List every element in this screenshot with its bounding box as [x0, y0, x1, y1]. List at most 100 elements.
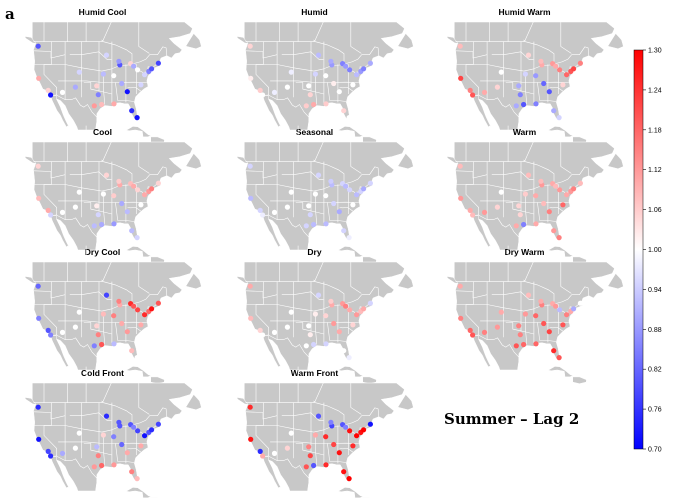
city-point — [361, 306, 367, 312]
colorbar-tick-label: 0.82 — [648, 367, 662, 374]
city-point — [323, 221, 329, 227]
city-point — [533, 73, 539, 79]
city-point — [99, 341, 105, 348]
city-point — [36, 436, 42, 442]
city-point — [361, 66, 367, 72]
city-point — [341, 469, 347, 475]
city-point — [525, 292, 532, 298]
city-point — [138, 202, 144, 208]
city-point — [260, 453, 266, 459]
city-point — [149, 66, 155, 72]
colorbar-tick-label: 1.18 — [648, 127, 662, 134]
panel-title: Dry Warm — [505, 247, 545, 257]
city-point — [59, 209, 66, 215]
city-point — [481, 89, 488, 95]
city-point — [124, 209, 130, 215]
city-point — [48, 212, 54, 218]
city-point — [367, 180, 373, 186]
city-point — [328, 58, 334, 64]
city-point — [103, 413, 110, 419]
city-point — [307, 453, 313, 459]
colorbar-tick-label: 0.70 — [648, 447, 662, 454]
city-point — [248, 195, 254, 201]
city-point — [341, 108, 347, 114]
city-point — [315, 413, 322, 419]
city-point — [470, 92, 476, 98]
city-point — [247, 404, 253, 410]
city-point — [247, 283, 253, 289]
city-point — [248, 75, 254, 81]
city-point — [346, 476, 352, 482]
city-point — [72, 204, 78, 210]
city-point — [312, 432, 318, 438]
city-point — [311, 221, 317, 228]
city-point — [571, 66, 577, 72]
city-point — [336, 89, 342, 95]
city-point — [124, 329, 130, 335]
city-point — [347, 428, 353, 434]
city-point — [303, 343, 309, 349]
city-point — [271, 209, 278, 215]
city-point — [557, 307, 563, 313]
city-point — [546, 209, 552, 215]
city-point — [116, 178, 122, 184]
city-point — [91, 223, 97, 229]
city-point — [94, 323, 100, 329]
city-point — [467, 207, 473, 213]
city-point — [288, 189, 294, 195]
city-point — [91, 464, 97, 470]
city-point — [341, 348, 347, 354]
city-point — [257, 207, 263, 213]
map-land — [237, 141, 414, 264]
city-point — [95, 453, 101, 459]
city-point — [35, 283, 41, 289]
panel-title: Humid Cool — [79, 7, 127, 17]
city-point — [91, 103, 97, 109]
city-point — [307, 332, 313, 338]
panel-dry-warm: Dry Warm — [447, 245, 624, 384]
city-point — [142, 192, 148, 198]
city-point — [350, 82, 356, 88]
city-point — [557, 67, 563, 73]
city-point — [99, 462, 105, 469]
city-point — [131, 63, 137, 69]
city-point — [116, 58, 122, 64]
city-point — [76, 430, 82, 436]
city-point — [103, 52, 110, 58]
city-point — [72, 324, 78, 330]
city-point — [247, 163, 253, 169]
city-point — [323, 101, 329, 107]
map-panels: Humid Cool Humid Humid Warm Cool Seasonal War… — [25, 5, 624, 498]
city-point — [350, 202, 356, 208]
city-point — [533, 221, 539, 227]
city-point — [248, 436, 254, 442]
city-point — [155, 421, 161, 427]
city-point — [553, 303, 559, 309]
city-point — [560, 202, 566, 208]
city-point — [142, 72, 148, 78]
city-point — [307, 212, 313, 218]
city-point — [577, 300, 584, 306]
city-point — [481, 209, 488, 215]
panel-title: Humid — [301, 7, 327, 17]
city-point — [284, 84, 290, 90]
city-point — [95, 92, 101, 98]
city-point — [494, 204, 500, 210]
city-point — [129, 469, 135, 475]
city-point — [135, 428, 141, 434]
state-borders — [455, 125, 590, 238]
panel-title: Cold Front — [81, 368, 124, 378]
city-point — [556, 115, 562, 121]
map-land — [237, 261, 414, 384]
summer-lag-caption: Summer – Lag 2 — [444, 410, 579, 428]
city-point — [343, 303, 349, 309]
city-point — [257, 448, 263, 454]
city-point — [119, 80, 125, 87]
city-point — [467, 87, 473, 93]
city-point — [134, 355, 140, 361]
city-point — [45, 448, 51, 454]
city-point — [522, 311, 529, 317]
panel-warm-front: Warm Front — [237, 366, 414, 498]
city-point — [551, 108, 557, 114]
